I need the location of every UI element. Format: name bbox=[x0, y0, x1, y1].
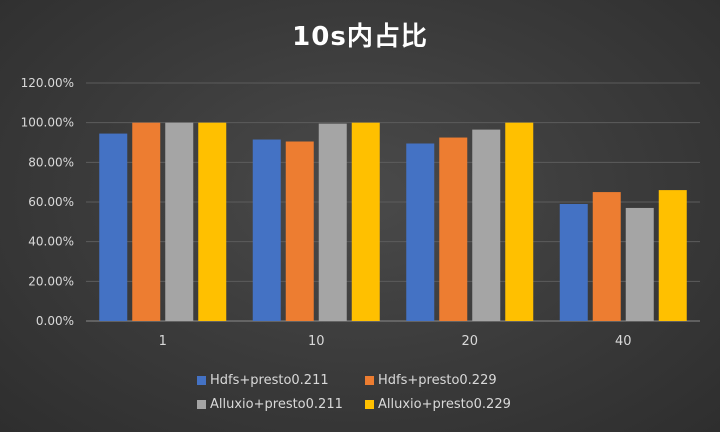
bar-alluxio-presto0-229-20 bbox=[505, 123, 533, 321]
bar-alluxio-presto0-229-40 bbox=[659, 190, 687, 321]
legend-label-hdfs-0229: Hdfs+presto0.229 bbox=[378, 373, 497, 388]
legend-label-alluxio-0229: Alluxio+presto0.229 bbox=[378, 397, 511, 412]
legend-item-alluxio-0229: Alluxio+presto0.229 bbox=[365, 397, 523, 412]
y-tick-label: 60.00% bbox=[28, 195, 74, 209]
legend-label-hdfs-0211: Hdfs+presto0.211 bbox=[210, 373, 329, 388]
bar-alluxio-presto0-211-1 bbox=[165, 123, 193, 321]
y-tick-label: 100.00% bbox=[21, 116, 74, 130]
legend: Hdfs+presto0.211 Hdfs+presto0.229 Alluxi… bbox=[0, 368, 720, 416]
bar-alluxio-presto0-211-20 bbox=[472, 130, 500, 321]
bar-hdfs-presto0-211-10 bbox=[253, 140, 281, 321]
x-tick-label: 40 bbox=[615, 334, 632, 349]
legend-swatch-hdfs-0229 bbox=[365, 376, 374, 385]
y-tick-label: 80.00% bbox=[28, 155, 74, 169]
legend-row-1: Hdfs+presto0.211 Hdfs+presto0.229 bbox=[0, 368, 720, 392]
bar-hdfs-presto0-211-1 bbox=[99, 134, 127, 321]
legend-row-2: Alluxio+presto0.211 Alluxio+presto0.229 bbox=[0, 392, 720, 416]
legend-swatch-hdfs-0211 bbox=[197, 376, 206, 385]
x-tick-label: 20 bbox=[461, 334, 478, 349]
bar-hdfs-presto0-211-20 bbox=[406, 143, 434, 321]
y-tick-label: 20.00% bbox=[28, 274, 74, 288]
bar-hdfs-presto0-229-10 bbox=[286, 142, 314, 321]
bar-hdfs-presto0-211-40 bbox=[560, 204, 588, 321]
y-tick-label: 0.00% bbox=[36, 314, 74, 328]
bar-alluxio-presto0-229-1 bbox=[198, 123, 226, 321]
legend-item-hdfs-0229: Hdfs+presto0.229 bbox=[365, 373, 523, 388]
legend-item-hdfs-0211: Hdfs+presto0.211 bbox=[197, 373, 355, 388]
legend-item-alluxio-0211: Alluxio+presto0.211 bbox=[197, 397, 355, 412]
bar-hdfs-presto0-229-40 bbox=[593, 192, 621, 321]
legend-swatch-alluxio-0211 bbox=[197, 400, 206, 409]
bar-alluxio-presto0-211-10 bbox=[319, 124, 347, 321]
bar-alluxio-presto0-229-10 bbox=[352, 123, 380, 321]
x-tick-label: 10 bbox=[308, 334, 325, 349]
legend-label-alluxio-0211: Alluxio+presto0.211 bbox=[210, 397, 343, 412]
bar-hdfs-presto0-229-1 bbox=[132, 123, 160, 321]
y-tick-label: 120.00% bbox=[21, 76, 74, 90]
legend-swatch-alluxio-0229 bbox=[365, 400, 374, 409]
x-tick-label: 1 bbox=[159, 334, 167, 349]
y-tick-label: 40.00% bbox=[28, 235, 74, 249]
bar-alluxio-presto0-211-40 bbox=[626, 208, 654, 321]
bar-hdfs-presto0-229-20 bbox=[439, 138, 467, 321]
